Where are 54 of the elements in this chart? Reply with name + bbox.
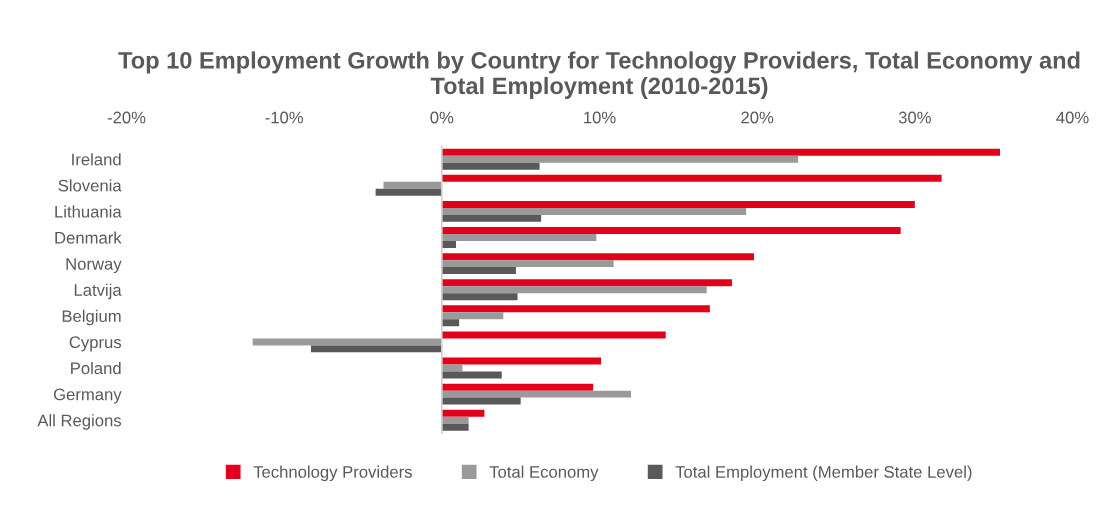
bar: [441, 267, 516, 275]
x-tick-label: 20%: [741, 111, 774, 124]
x-tick-label: 30%: [898, 111, 931, 124]
bar: [441, 260, 614, 268]
bar: [441, 200, 915, 208]
bar: [441, 383, 594, 391]
bar: [441, 253, 755, 261]
bar: [441, 416, 469, 424]
y-tick-label: Ireland: [72, 153, 121, 166]
bar: [252, 338, 442, 346]
bar: [441, 240, 457, 248]
bar: [441, 162, 540, 170]
y-tick-label: Poland: [71, 361, 121, 375]
y-tick-label: Lithuania: [55, 205, 122, 218]
x-tick-label: 0%: [430, 111, 454, 124]
y-tick-label: All Regions: [37, 414, 122, 430]
y-tick-label: Cyprus: [69, 336, 122, 352]
bar: [441, 214, 542, 222]
x-tick-label: 40%: [1056, 111, 1089, 124]
chart-title: Top 10 Employment Growth by Country for Technology Providers, Total Economy and Total Employment (2010-2015): [118, 51, 1080, 99]
bar: [441, 312, 504, 320]
y-tick-label: Germany: [53, 388, 122, 404]
y-tick-label: Latvija: [74, 283, 122, 300]
bar: [441, 423, 469, 431]
bar: [441, 148, 1000, 156]
bar: [310, 345, 442, 353]
x-tick-label: -10%: [265, 111, 304, 124]
legend-label: Technology Providers: [253, 465, 412, 482]
y-tick-label: Norway: [66, 258, 122, 274]
legend-label: Total Economy: [489, 465, 599, 482]
x-tick-label: -20%: [107, 111, 146, 124]
bar: [441, 279, 732, 287]
bar: [441, 227, 901, 235]
y-tick-label: Denmark: [55, 231, 122, 244]
bar: [441, 357, 602, 365]
bar: [383, 181, 442, 189]
bar: [441, 305, 710, 313]
bar: [441, 390, 632, 398]
bar: [441, 319, 460, 327]
bar: [441, 371, 502, 379]
bar: [441, 397, 521, 405]
bar: [441, 409, 485, 417]
bar: [441, 207, 747, 215]
bar: [441, 286, 707, 294]
bar: [375, 188, 442, 196]
bar: [441, 331, 666, 339]
bar: [441, 293, 518, 301]
bar: [441, 174, 942, 182]
y-tick-label: Slovenia: [58, 179, 122, 192]
x-tick-label: 10%: [584, 111, 616, 124]
y-tick-label: Belgium: [62, 309, 121, 326]
bar: [441, 155, 799, 163]
legend-label: Total Employment (Member State Level): [675, 465, 972, 482]
bar: [441, 234, 597, 241]
